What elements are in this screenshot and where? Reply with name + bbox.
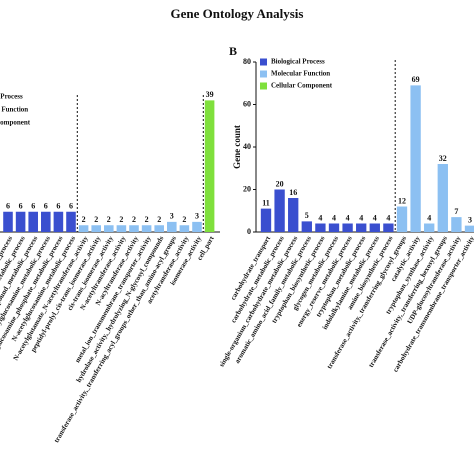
bar [260, 208, 272, 232]
bar [192, 221, 202, 232]
value-label: 3 [195, 212, 199, 221]
bar [141, 225, 152, 232]
figure-title: Gene Ontology Analysis [171, 6, 304, 21]
bar [451, 217, 462, 232]
bar [342, 223, 353, 232]
y-tick-label: 0 [247, 227, 251, 236]
bar [154, 225, 164, 232]
value-label: 2 [157, 215, 161, 224]
bar [28, 211, 38, 232]
legend-label: Biological Process [0, 93, 23, 101]
legend-label: Molecular Function [271, 70, 330, 78]
y-tick-label: 60 [243, 99, 251, 108]
value-label: 2 [182, 215, 186, 224]
value-label: 4 [318, 213, 322, 222]
legend-swatch [260, 58, 267, 66]
bar [464, 225, 474, 232]
bar [424, 223, 435, 232]
value-label: 4 [346, 213, 350, 222]
bar [179, 225, 190, 232]
y-tick-label: 40 [243, 142, 251, 151]
legend-label: Cellular Component [271, 82, 333, 90]
panel-label: B [229, 44, 237, 58]
bar [129, 225, 139, 232]
bar [274, 189, 285, 232]
bar [356, 223, 367, 232]
value-label: 4 [386, 213, 390, 222]
value-label: 69 [412, 75, 420, 84]
bar [383, 223, 394, 232]
value-label: 4 [359, 213, 363, 222]
value-label: 3 [170, 212, 174, 221]
bar [41, 211, 51, 232]
bar [66, 211, 76, 232]
bar [328, 223, 340, 232]
bar [301, 221, 312, 232]
legend-swatch [260, 82, 267, 90]
value-label: 6 [31, 202, 35, 211]
bar [104, 225, 114, 232]
value-label: 6 [19, 202, 23, 211]
legend-label: Biological Process [271, 58, 325, 66]
value-label: 16 [289, 188, 297, 197]
bar [15, 211, 26, 232]
bar [437, 164, 448, 232]
value-label: 6 [69, 202, 73, 211]
value-label: 11 [262, 198, 270, 207]
bar [78, 225, 89, 232]
legend-swatch [260, 70, 267, 78]
value-label: 6 [6, 202, 10, 211]
value-label: 2 [132, 215, 136, 224]
bar [204, 100, 215, 232]
value-label: 4 [332, 213, 336, 222]
legend-label: Cellular Component [0, 119, 31, 127]
bar [410, 85, 421, 232]
bar [288, 198, 299, 232]
value-label: 7 [454, 207, 458, 216]
value-label: 4 [427, 213, 431, 222]
value-label: 2 [82, 215, 86, 224]
value-label: 6 [44, 202, 48, 211]
value-label: 2 [107, 215, 111, 224]
value-label: 20 [276, 179, 284, 188]
value-label: 39 [206, 90, 214, 99]
value-label: 2 [119, 215, 123, 224]
bar [369, 223, 380, 232]
value-label: 3 [468, 215, 472, 224]
y-tick-label: 20 [243, 184, 251, 193]
value-label: 32 [439, 154, 447, 163]
value-label: 2 [145, 215, 149, 224]
legend-label: Molecular Function [0, 106, 28, 114]
value-label: 2 [94, 215, 98, 224]
bar [167, 221, 177, 232]
value-label: 5 [305, 211, 309, 220]
y-axis-title: Gene count [232, 125, 242, 169]
value-label: 12 [398, 196, 406, 205]
bar [315, 223, 326, 232]
value-label: 4 [373, 213, 377, 222]
bar [91, 225, 101, 232]
bar [3, 211, 13, 232]
value-label: 6 [56, 202, 60, 211]
y-tick-label: 80 [243, 57, 251, 66]
bar [396, 206, 408, 232]
bar [116, 225, 127, 232]
bar [53, 211, 64, 232]
